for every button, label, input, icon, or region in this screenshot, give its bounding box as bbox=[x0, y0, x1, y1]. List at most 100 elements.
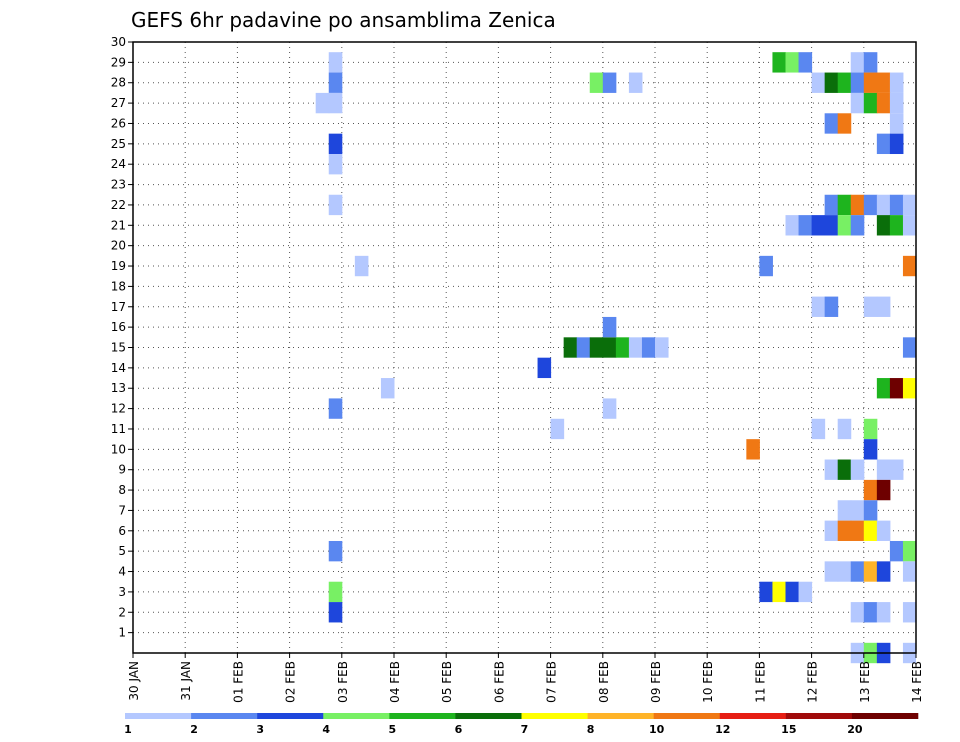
y-tick-label: 1 bbox=[118, 626, 126, 640]
precip-cell bbox=[902, 378, 916, 399]
data-cells bbox=[315, 52, 916, 664]
y-tick-label: 3 bbox=[118, 585, 126, 599]
precip-cell bbox=[863, 439, 878, 460]
precip-cell bbox=[902, 540, 916, 562]
precip-cell bbox=[902, 255, 916, 277]
precip-cell bbox=[785, 52, 800, 73]
x-tick-label: 30 JAN bbox=[127, 661, 141, 701]
legend-label: 5 bbox=[389, 723, 397, 736]
precip-cell bbox=[550, 418, 565, 440]
legend-swatch bbox=[587, 713, 654, 719]
precip-cell bbox=[876, 72, 891, 93]
legend-label: 8 bbox=[587, 723, 595, 736]
precip-cell bbox=[889, 113, 904, 134]
precip-cell bbox=[876, 194, 891, 216]
y-tick-label: 26 bbox=[111, 116, 126, 130]
precip-cell bbox=[354, 255, 369, 277]
precip-cell bbox=[902, 215, 916, 236]
precip-cell bbox=[824, 194, 839, 216]
precip-cell bbox=[889, 92, 904, 114]
precip-cell bbox=[641, 337, 656, 358]
precip-cell bbox=[876, 92, 891, 114]
x-tick-label: 04 FEB bbox=[388, 661, 402, 703]
precip-cell bbox=[850, 500, 865, 521]
axes: 1234567891011121314151617181920212223242… bbox=[111, 35, 924, 703]
precip-cell bbox=[328, 133, 343, 155]
precip-cell bbox=[837, 194, 852, 216]
precip-cell bbox=[863, 92, 878, 114]
precip-cell bbox=[876, 133, 891, 155]
y-tick-label: 4 bbox=[118, 565, 126, 579]
precip-cell bbox=[863, 296, 878, 317]
y-tick-label: 23 bbox=[111, 178, 126, 192]
precip-cell bbox=[746, 439, 760, 460]
precip-cell bbox=[889, 378, 904, 399]
legend-label: 7 bbox=[521, 723, 529, 736]
legend-label: 12 bbox=[715, 723, 730, 736]
legend-swatch bbox=[389, 713, 456, 719]
precip-cell bbox=[328, 92, 343, 114]
precip-cell bbox=[850, 602, 865, 623]
precip-cell bbox=[889, 133, 904, 155]
precip-cell bbox=[563, 337, 578, 358]
x-tick-label: 13 FEB bbox=[858, 661, 872, 703]
precip-cell bbox=[655, 337, 669, 358]
precip-cell bbox=[811, 418, 826, 440]
legend-swatch bbox=[191, 713, 258, 719]
precip-cell bbox=[328, 602, 343, 623]
precip-cell bbox=[876, 378, 891, 399]
precip-cell bbox=[759, 255, 773, 277]
precip-cell bbox=[902, 194, 916, 216]
x-tick-label: 07 FEB bbox=[545, 661, 559, 703]
precip-cell bbox=[615, 337, 630, 358]
precip-cell bbox=[785, 215, 800, 236]
precip-cell bbox=[602, 72, 617, 93]
precip-cell bbox=[863, 520, 878, 541]
precip-cell bbox=[876, 479, 891, 501]
precip-cell bbox=[798, 215, 813, 236]
color-legend: 1 2 3 4 5 6 7 8 10 12 15 20 bbox=[124, 713, 919, 736]
precip-cell bbox=[328, 540, 343, 562]
y-tick-label: 12 bbox=[111, 402, 126, 416]
precip-cell bbox=[863, 72, 878, 93]
precip-cell bbox=[328, 52, 343, 73]
legend-label: 1 bbox=[124, 723, 132, 736]
precip-cell bbox=[863, 561, 878, 582]
x-tick-label: 08 FEB bbox=[597, 661, 611, 703]
precip-cell bbox=[602, 337, 617, 358]
legend-swatch bbox=[521, 713, 588, 719]
y-tick-label: 8 bbox=[118, 483, 126, 497]
precip-cell bbox=[850, 561, 865, 582]
precip-cell bbox=[328, 154, 343, 175]
legend-swatch bbox=[455, 713, 522, 719]
precip-cell bbox=[876, 215, 891, 236]
legend-label: 6 bbox=[455, 723, 463, 736]
y-tick-label: 28 bbox=[111, 76, 126, 90]
precip-cell bbox=[850, 92, 865, 114]
legend-label: 20 bbox=[847, 723, 863, 736]
grid-lines bbox=[133, 41, 916, 653]
precip-cell bbox=[759, 581, 773, 603]
precip-cell bbox=[863, 194, 878, 216]
y-tick-label: 30 bbox=[111, 35, 126, 49]
y-tick-label: 19 bbox=[111, 259, 126, 273]
precip-cell bbox=[876, 520, 891, 541]
legend-label: 2 bbox=[190, 723, 198, 736]
y-tick-label: 15 bbox=[111, 341, 126, 355]
legend-label: 10 bbox=[649, 723, 665, 736]
precip-cell bbox=[824, 72, 839, 93]
precip-cell bbox=[837, 113, 852, 134]
precip-cell bbox=[876, 459, 891, 480]
precip-cell bbox=[889, 72, 904, 93]
x-tick-label: 05 FEB bbox=[440, 661, 454, 703]
y-tick-label: 29 bbox=[111, 55, 126, 69]
precip-cell bbox=[889, 540, 904, 562]
legend-swatch bbox=[125, 713, 192, 719]
y-tick-label: 22 bbox=[111, 198, 126, 212]
y-tick-label: 24 bbox=[111, 157, 126, 171]
precip-cell bbox=[824, 113, 839, 134]
y-tick-label: 5 bbox=[118, 544, 126, 558]
y-tick-label: 18 bbox=[111, 279, 126, 293]
x-tick-label: 14 FEB bbox=[910, 661, 924, 703]
precip-cell bbox=[576, 337, 591, 358]
